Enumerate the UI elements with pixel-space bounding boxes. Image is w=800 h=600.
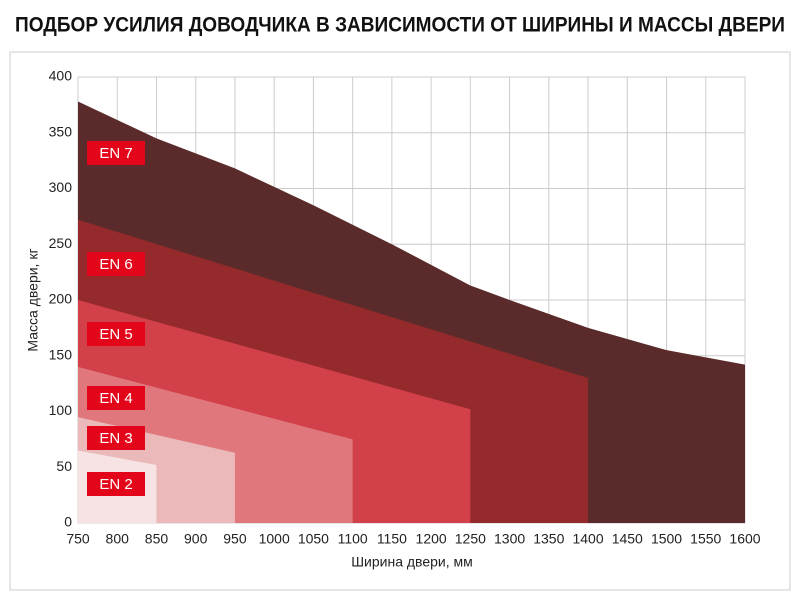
x-tick-label: 1300 [494,531,525,547]
x-tick-label: 850 [145,531,169,547]
series-label: EN 3 [99,430,132,447]
x-tick-label: 950 [223,531,247,547]
x-tick-label: 1600 [729,531,760,547]
series-label: EN 6 [99,256,132,273]
series-label-box [87,141,145,165]
x-tick-label: 900 [184,531,208,547]
x-tick-label: 1150 [377,531,407,547]
series-label: EN 2 [99,476,132,493]
series-label: EN 7 [99,145,132,162]
x-tick-label: 1400 [572,531,603,547]
y-tick-label: 350 [49,123,73,139]
series-label: EN 4 [99,390,132,407]
y-tick-label: 200 [49,291,73,307]
x-tick-label: 750 [66,531,90,547]
series-label-box [87,322,145,346]
frame [9,51,791,591]
y-tick-label: 300 [49,179,73,195]
x-tick-label: 1500 [651,531,682,547]
series-label: EN 5 [99,326,132,343]
y-tick-label: 50 [56,458,72,474]
y-axis-title: Масса двери, кг [25,248,41,351]
x-axis-title: Ширина двери, мм [351,554,473,570]
x-tick-label: 1050 [298,531,329,547]
y-tick-label: 250 [49,235,73,251]
x-tick-label: 800 [106,531,130,547]
x-tick-label: 1200 [416,531,447,547]
y-tick-label: 100 [49,402,73,418]
x-tick-label: 1550 [690,531,721,547]
x-tick-label: 1250 [455,531,486,547]
y-tick-label: 0 [64,514,72,530]
y-tick-label: 400 [49,68,73,84]
x-tick-label: 1000 [259,531,290,547]
x-tick-label: 1450 [612,531,643,547]
series-label-box [87,386,145,410]
y-tick-label: 150 [49,346,73,362]
chart-title: ПОДБОР УСИЛИЯ ДОВОДЧИКА В ЗАВИСИМОСТИ ОТ… [15,14,785,37]
series-label-box [87,252,145,276]
series-label-box [87,472,145,496]
series-label-box [87,426,145,450]
x-tick-label: 1100 [338,531,368,547]
x-tick-label: 1350 [533,531,564,547]
